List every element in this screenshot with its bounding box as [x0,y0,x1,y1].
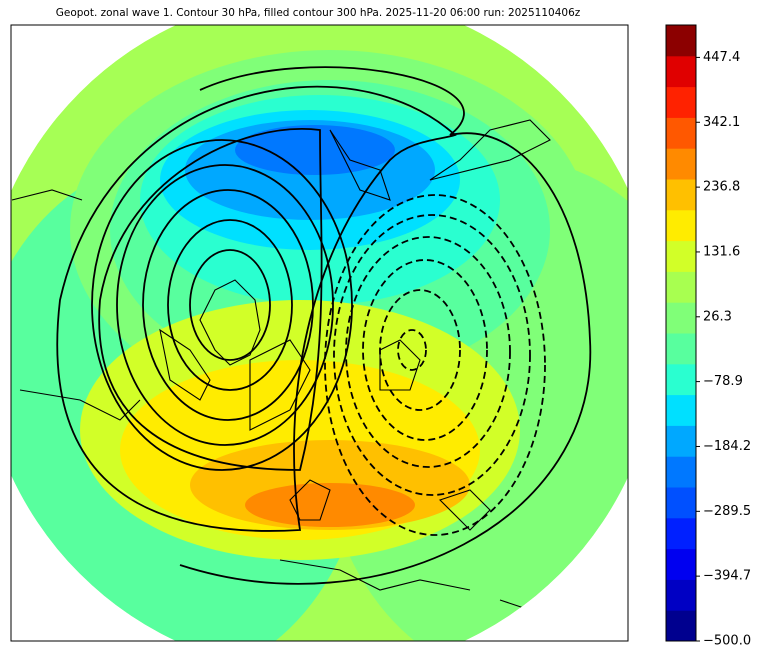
chart-title: Geopot. zonal wave 1. Contour 30 hPa, fi… [56,7,581,19]
tick-label: −500.0 [703,634,751,649]
colorbar-band [666,240,696,272]
tick-label: 26.3 [703,309,732,324]
colorbar-band [666,394,696,426]
colorbar-band [666,179,696,211]
map-frame [10,24,629,642]
colorbar-band [666,25,696,57]
colorbar-band [666,548,696,580]
tick-label: 236.8 [703,180,740,195]
colorbar-band [666,610,696,642]
tick-label: 447.4 [703,50,740,65]
colorbar-band [666,363,696,396]
contour [362,259,488,441]
colorbar-band [666,517,696,550]
colorbar-band [666,55,696,88]
tick-label: −394.7 [703,569,751,584]
contour [179,66,592,585]
contour [167,219,293,391]
colorbar-band [666,579,696,611]
contour [345,236,511,468]
contour [333,214,531,496]
colorbar-band [666,209,696,242]
map [11,25,628,641]
colorbar-band [666,456,696,488]
contour [56,85,457,532]
colorbar-band [666,333,696,365]
contour [91,139,353,471]
contour [116,164,334,446]
contour [397,329,427,371]
field [235,125,395,175]
colorbar-band [666,425,696,457]
colorbar-band [666,302,696,334]
tick-label: 342.1 [703,115,740,130]
colorbar-band [666,487,696,519]
field [245,483,415,527]
tick-label: −289.5 [703,504,751,519]
tick-label: −78.9 [703,374,743,389]
colorbar-band [666,86,696,118]
colorbar-band [666,148,696,180]
contour [98,128,323,471]
coastline [11,119,621,641]
tick-label: −184.2 [703,439,751,454]
contour [324,194,546,536]
contour [189,249,271,361]
tick-label: 131.6 [703,244,740,259]
colorbar-band [666,117,696,149]
colorbar-frame [665,24,697,642]
colorbar-band [666,271,696,303]
